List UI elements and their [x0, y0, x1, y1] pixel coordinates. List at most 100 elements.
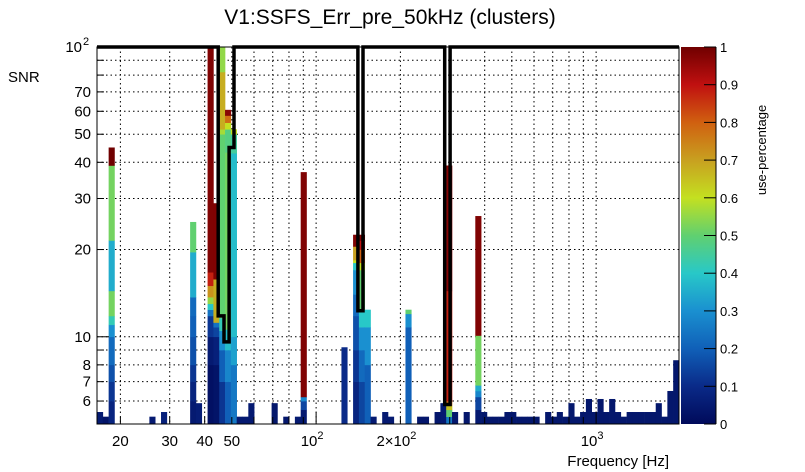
- heatmap-cell: [655, 403, 662, 425]
- x-tick-label: 103: [581, 430, 604, 450]
- heatmap-cell: [236, 416, 243, 425]
- heatmap-cell: [225, 115, 232, 123]
- heatmap-cell: [562, 416, 569, 425]
- heatmap-cell: [230, 336, 237, 366]
- chart-title: V1:SSFS_Err_pre_50kHz (clusters): [224, 6, 555, 29]
- heatmap-cell: [225, 350, 232, 382]
- heatmap-cell: [108, 165, 115, 241]
- x-tick-label-base: 30: [161, 433, 178, 450]
- heatmap-cell: [550, 416, 558, 425]
- x-tick-label-exponent: 2: [410, 430, 416, 442]
- heatmap-cell: [353, 234, 360, 247]
- heatmap-cell: [353, 262, 360, 271]
- heatmap-cell: [213, 336, 220, 366]
- colorbar-tick-label: 0.8: [720, 115, 738, 130]
- heatmap-cell: [440, 403, 447, 425]
- heatmap-cell: [463, 412, 470, 425]
- heatmap-cell: [510, 412, 517, 425]
- heatmap-cell: [585, 398, 592, 425]
- heatmap-cell: [219, 47, 226, 73]
- heatmap-cell: [358, 309, 366, 328]
- heatmap-cell: [364, 327, 371, 366]
- heatmap-cell: [300, 172, 307, 398]
- heatmap-cell: [108, 147, 115, 166]
- x-tick-label-base: 10: [581, 433, 598, 450]
- heatmap-cell: [300, 401, 307, 411]
- heatmap-cell: [207, 309, 214, 317]
- heatmap-cell: [475, 396, 482, 411]
- heatmap-cell: [364, 364, 371, 425]
- y-tick-label: 30: [74, 191, 91, 208]
- heatmap-cell: [649, 412, 657, 425]
- heatmap-cell: [626, 412, 633, 425]
- colorbar-tick-label: 0.6: [720, 191, 738, 206]
- heatmap-cell: [230, 364, 237, 425]
- colorbar-tick-label: 0: [720, 417, 727, 432]
- heatmap-cell: [108, 240, 115, 292]
- heatmap-cell: [219, 129, 226, 135]
- heatmap-cell: [603, 412, 610, 425]
- y-tick-label: 10: [65, 39, 82, 56]
- heatmap-cell: [486, 416, 494, 425]
- heatmap-cell: [283, 416, 290, 425]
- heatmap-cell: [207, 303, 214, 310]
- y-tick-label: 20: [74, 242, 91, 259]
- heatmap-cell: [225, 122, 232, 130]
- heatmap-cell: [388, 416, 395, 425]
- heatmap-cell: [190, 221, 197, 253]
- x-tick-label-base: 40: [196, 433, 213, 450]
- heatmap-cell: [108, 290, 115, 317]
- heatmap-cell: [405, 309, 412, 315]
- heatmap-cell: [207, 47, 214, 273]
- heatmap-cell: [225, 109, 232, 116]
- heatmap-cell: [108, 364, 115, 382]
- plot-frame: [96, 46, 680, 425]
- heatmap-cell: [242, 416, 249, 425]
- heatmap-cell: [405, 313, 412, 328]
- heatmap-cell: [190, 381, 197, 402]
- heatmap-cell: [632, 412, 639, 425]
- heatmap-cell: [405, 327, 412, 425]
- heatmap-cell: [661, 416, 668, 425]
- heatmap-cell: [219, 134, 226, 319]
- heatmap-cell: [353, 315, 360, 351]
- x-tick-label: 2×102: [376, 430, 416, 450]
- x-axis-label: Frequency [Hz]: [567, 453, 669, 470]
- heatmap-cell: [568, 403, 575, 425]
- heatmap-cell: [614, 412, 622, 425]
- heatmap-cell: [353, 260, 360, 264]
- colorbar: 0 0.1 0.2 0.3 0.4 0.5 0.6 0.7 0.8 0.9 1: [681, 40, 738, 432]
- x-tick-label-base: 10: [301, 433, 318, 450]
- heatmap-cell: [481, 412, 488, 425]
- heatmap-cell: [248, 403, 255, 425]
- heatmap-cell: [97, 412, 104, 425]
- heatmap-cell: [341, 347, 348, 425]
- heatmap-cell: [213, 364, 220, 425]
- heatmap-cells: [97, 47, 680, 425]
- heatmap-cell: [591, 412, 598, 425]
- heatmap-cell: [574, 416, 581, 425]
- heatmap-cell: [108, 401, 115, 425]
- y-tick-label-exponent: 2: [83, 36, 89, 48]
- colorbar-tick-label: 1: [720, 40, 727, 55]
- heatmap-cell: [108, 324, 115, 338]
- colorbar-label: use-percentage: [754, 105, 769, 195]
- colorbar-tick-label: 0.5: [720, 229, 738, 244]
- heatmap-cell: [475, 385, 482, 392]
- heatmap-cell: [417, 416, 424, 425]
- heatmap-cell: [609, 398, 616, 425]
- heatmap-cell: [207, 315, 214, 338]
- heatmap-cell: [108, 381, 115, 402]
- y-tick-label: 8: [83, 357, 91, 374]
- heatmap-cell: [195, 403, 203, 425]
- heatmap-cell: [230, 153, 237, 338]
- x-tick-label: 40: [196, 433, 213, 450]
- heatmap-cell: [213, 327, 220, 338]
- heatmap-cell: [533, 416, 540, 425]
- grid-lines: [97, 46, 679, 424]
- colorbar-tick-label: 0.9: [720, 78, 738, 93]
- heatmap-cell: [498, 416, 505, 425]
- y-tick-label: 6: [83, 393, 91, 410]
- heatmap-cell: [452, 412, 459, 425]
